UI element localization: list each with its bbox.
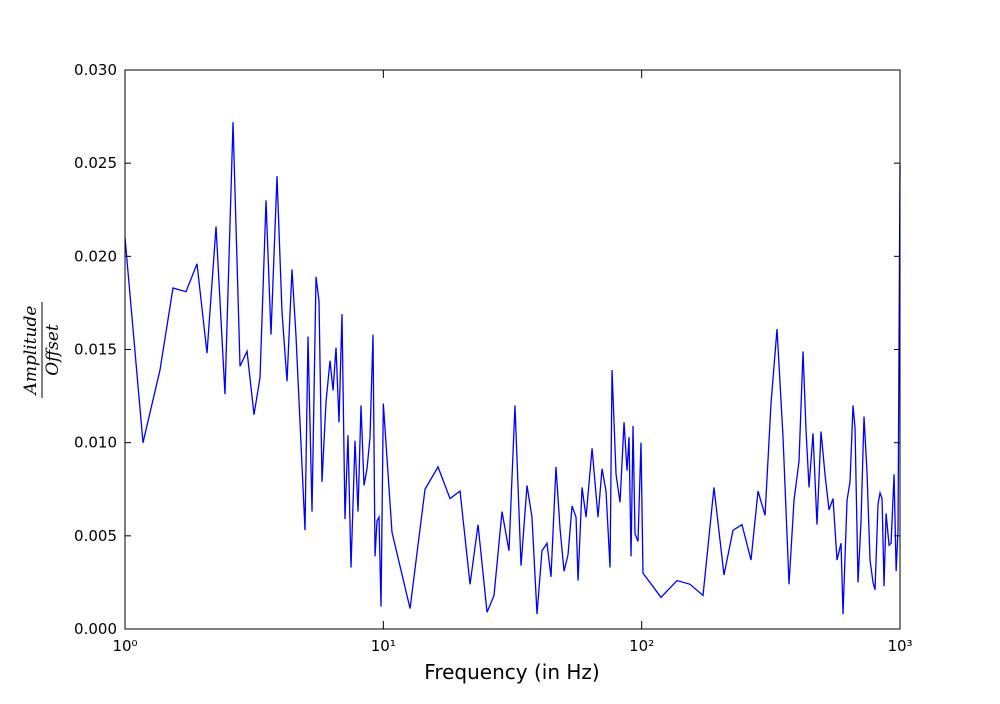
x-tick-label: 10³ (887, 637, 912, 655)
y-label-numerator: Amplitude (21, 306, 41, 397)
y-tick-label: 0.020 (74, 247, 117, 265)
y-tick-label: 0.025 (74, 154, 117, 172)
x-tick-label: 10⁰ (112, 637, 137, 655)
plot-frame (124, 69, 901, 630)
data-line (124, 122, 901, 615)
y-label-denominator: Offset (43, 324, 63, 376)
y-tick-label: 0.010 (74, 434, 117, 452)
x-axis-label: Frequency (in Hz) (424, 660, 599, 684)
x-tick-label: 10² (629, 637, 654, 655)
x-tick-label: 10¹ (371, 637, 396, 655)
y-tick-label: 0.005 (74, 527, 117, 545)
y-tick-label: 0.015 (74, 341, 117, 359)
y-tick-label: 0.000 (74, 620, 117, 638)
y-tick-label: 0.030 (74, 61, 117, 79)
y-axis-label: Amplitude Offset (21, 302, 63, 398)
